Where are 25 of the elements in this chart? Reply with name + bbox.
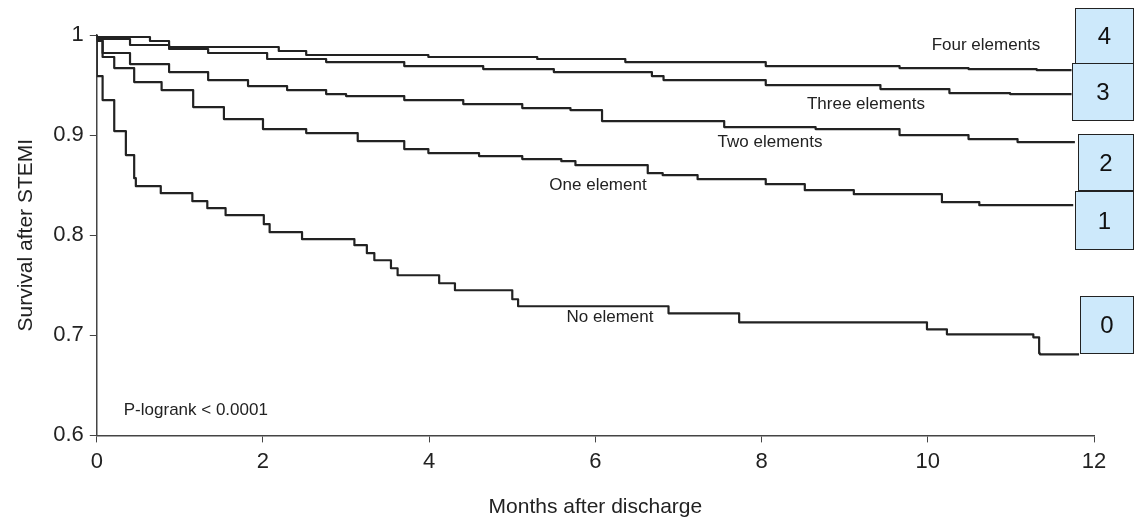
y-tick-label: 0.9 xyxy=(53,121,84,147)
y-axis-title: Survival after STEMI xyxy=(13,138,37,332)
y-tick-label: 1 xyxy=(71,21,84,47)
text: 4 xyxy=(1075,8,1134,64)
x-tick-label: 4 xyxy=(423,447,436,473)
text: 1 xyxy=(1075,191,1134,250)
x-tick-label: 10 xyxy=(915,447,941,473)
series-label: No element xyxy=(566,306,654,326)
series-label: Four elements xyxy=(931,34,1041,54)
text: 2 xyxy=(1078,134,1134,191)
annotation: P-logrank < 0.0001 xyxy=(123,400,268,420)
y-tick-label: 0.7 xyxy=(53,321,84,347)
x-axis-title: Months after discharge xyxy=(488,494,703,518)
series-label: Three elements xyxy=(806,93,926,113)
series-label: Two elements xyxy=(717,131,823,151)
x-tick-label: 0 xyxy=(90,447,103,473)
y-tick-label: 0.6 xyxy=(53,421,84,447)
x-tick-label: 12 xyxy=(1081,447,1107,473)
x-tick-label: 8 xyxy=(755,447,768,473)
text: 0 xyxy=(1080,296,1134,354)
y-tick-label: 0.8 xyxy=(53,221,84,247)
x-tick-label: 6 xyxy=(589,447,602,473)
text: 3 xyxy=(1072,63,1134,121)
series-label: One element xyxy=(549,174,647,194)
x-tick-label: 2 xyxy=(256,447,270,473)
